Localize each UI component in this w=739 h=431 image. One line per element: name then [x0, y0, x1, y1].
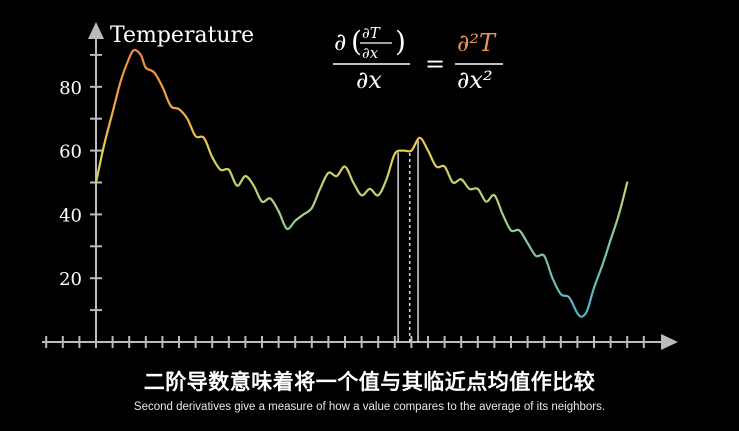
neighbor-markers [397, 140, 419, 342]
x-axis-arrow [661, 334, 678, 350]
lhs-partial: ∂ [334, 28, 346, 56]
rhs-numerator: ∂²T [457, 29, 497, 57]
y-axis-label: Temperature [110, 23, 254, 48]
lhs-denominator: ∂x [356, 66, 382, 94]
y-tick-label: 40 [59, 205, 82, 226]
axis-ticks: 20 40 60 80 [45, 53, 645, 348]
second-derivative-equation: ∂ ( ∂T ∂x ) ∂x = ∂²T ∂x² [333, 24, 503, 94]
temperature-line [94, 48, 629, 318]
y-tick-label: 60 [59, 142, 82, 163]
y-tick-label: 20 [59, 269, 82, 290]
rhs-denominator: ∂x² [457, 66, 493, 94]
temperature-curve [94, 48, 629, 318]
lhs-paren-close: ) [395, 25, 406, 58]
subtitle-english: Second derivatives give a measure of how… [133, 401, 606, 413]
lhs-inner-den: ∂x [362, 44, 379, 62]
lhs-inner-num: ∂T [362, 24, 381, 42]
subtitle-chinese: 二阶导数意味着将一个值与其临近点均值作比较 [143, 370, 596, 394]
y-axis-arrow [88, 22, 104, 39]
y-tick-label: 80 [59, 78, 82, 99]
equals-sign: = [425, 50, 445, 78]
lhs-paren-open: ( [351, 25, 362, 58]
